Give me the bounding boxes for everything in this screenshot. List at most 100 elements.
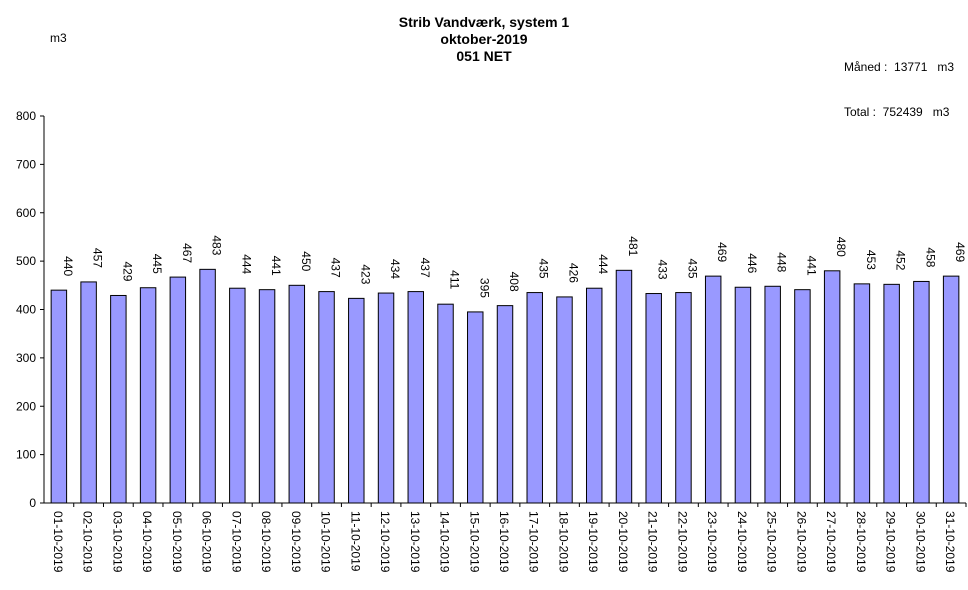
x-tick-label: 20-10-2019 — [616, 511, 630, 573]
x-tick-label: 04-10-2019 — [140, 511, 154, 573]
bar — [942, 275, 960, 504]
x-tick-label: 14-10-2019 — [438, 511, 452, 573]
bar — [853, 283, 871, 504]
x-tick-label: 23-10-2019 — [705, 511, 719, 573]
data-label: 445 — [150, 254, 164, 274]
data-label: 448 — [775, 252, 789, 272]
x-tick-label: 05-10-2019 — [170, 511, 184, 573]
data-label: 446 — [745, 253, 759, 273]
bar — [675, 292, 692, 504]
month-total: Måned : 13771 m3 — [844, 60, 955, 74]
data-label: 440 — [61, 256, 75, 276]
x-tick-label: 27-10-2019 — [824, 511, 838, 573]
bar — [110, 294, 127, 504]
bar — [437, 303, 454, 504]
bar — [556, 296, 573, 504]
chart-subtitle: oktober-2019 — [440, 31, 528, 47]
x-tick-label: 16-10-2019 — [497, 511, 511, 573]
x-tick-label: 26-10-2019 — [794, 511, 808, 573]
x-tick-label: 03-10-2019 — [110, 511, 124, 573]
bar — [467, 311, 484, 504]
y-tick-label: 700 — [16, 157, 36, 171]
chart-title: Strib Vandværk, system 1 — [398, 14, 570, 30]
data-label: 480 — [834, 237, 848, 257]
bar — [496, 305, 514, 504]
data-label: 411 — [448, 270, 462, 289]
data-label: 453 — [864, 250, 878, 270]
bar — [823, 270, 841, 504]
data-label: 433 — [656, 260, 670, 280]
data-label: 469 — [715, 242, 729, 262]
x-tick-label: 11-10-2019 — [348, 511, 362, 572]
bar — [377, 292, 395, 504]
data-label: 435 — [537, 259, 551, 279]
bar — [139, 287, 157, 504]
y-tick-label: 600 — [16, 206, 36, 220]
bar — [764, 285, 781, 504]
bar — [288, 284, 306, 504]
bar — [80, 281, 97, 504]
data-label: 408 — [507, 272, 521, 292]
x-tick-label: 25-10-2019 — [765, 511, 779, 573]
data-label: 483 — [210, 235, 224, 255]
bar — [229, 287, 246, 504]
y-tick-label: 400 — [16, 303, 36, 317]
data-label: 437 — [329, 258, 343, 278]
data-label: 423 — [358, 264, 372, 284]
bar — [883, 283, 900, 504]
bar — [794, 289, 811, 504]
y-tick-label: 800 — [16, 109, 36, 123]
x-tick-label: 07-10-2019 — [229, 511, 243, 573]
data-label: 441 — [269, 256, 283, 276]
x-tick-label: 08-10-2019 — [259, 511, 273, 573]
bar — [734, 286, 752, 504]
bar — [50, 289, 68, 504]
data-label: 441 — [804, 256, 818, 276]
x-tick-label: 24-10-2019 — [735, 511, 749, 573]
y-unit-label: m3 — [50, 31, 67, 45]
y-tick-label: 300 — [16, 351, 36, 365]
stats-panel: Måned : 13771 m3 Total : 752439 m3 — [844, 30, 954, 135]
bar — [704, 275, 722, 504]
x-tick-label: 17-10-2019 — [527, 511, 541, 573]
x-tick-label: 15-10-2019 — [467, 511, 481, 573]
bar — [258, 289, 276, 504]
data-label: 426 — [566, 263, 580, 283]
x-tick-label: 02-10-2019 — [81, 511, 95, 573]
x-tick-label: 19-10-2019 — [586, 511, 600, 573]
bar — [407, 291, 425, 504]
bar — [199, 268, 216, 504]
x-tick-label: 28-10-2019 — [854, 511, 868, 573]
x-tick-label: 10-10-2019 — [319, 511, 333, 573]
bar — [645, 293, 662, 504]
data-label: 395 — [477, 278, 491, 298]
bar — [526, 292, 543, 504]
bar — [913, 280, 930, 504]
x-tick-label: 22-10-2019 — [675, 511, 689, 573]
data-label: 434 — [388, 259, 402, 279]
chart-title-block: Strib Vandværk, system 1 oktober-2019 05… — [0, 14, 968, 65]
y-tick-label: 500 — [16, 254, 36, 268]
y-tick-label: 0 — [29, 496, 36, 510]
data-label: 450 — [299, 251, 313, 271]
x-tick-label: 18-10-2019 — [556, 511, 570, 573]
bar — [585, 287, 603, 504]
data-label: 481 — [626, 236, 640, 256]
data-label: 457 — [91, 248, 105, 268]
y-tick-label: 200 — [16, 399, 36, 413]
x-tick-label: 12-10-2019 — [378, 511, 392, 573]
data-label: 435 — [685, 259, 699, 279]
data-label: 458 — [923, 247, 937, 267]
bar — [348, 297, 365, 504]
x-tick-label: 01-10-2019 — [51, 511, 65, 573]
data-label: 429 — [120, 261, 134, 281]
x-tick-label: 09-10-2019 — [289, 511, 303, 573]
data-label: 452 — [894, 250, 908, 270]
x-tick-label: 06-10-2019 — [200, 511, 214, 573]
chart-subtitle-2: 051 NET — [456, 48, 512, 64]
data-label: 437 — [418, 258, 432, 278]
bar — [169, 276, 187, 504]
data-label: 444 — [239, 254, 253, 274]
y-tick-label: 100 — [16, 448, 36, 462]
